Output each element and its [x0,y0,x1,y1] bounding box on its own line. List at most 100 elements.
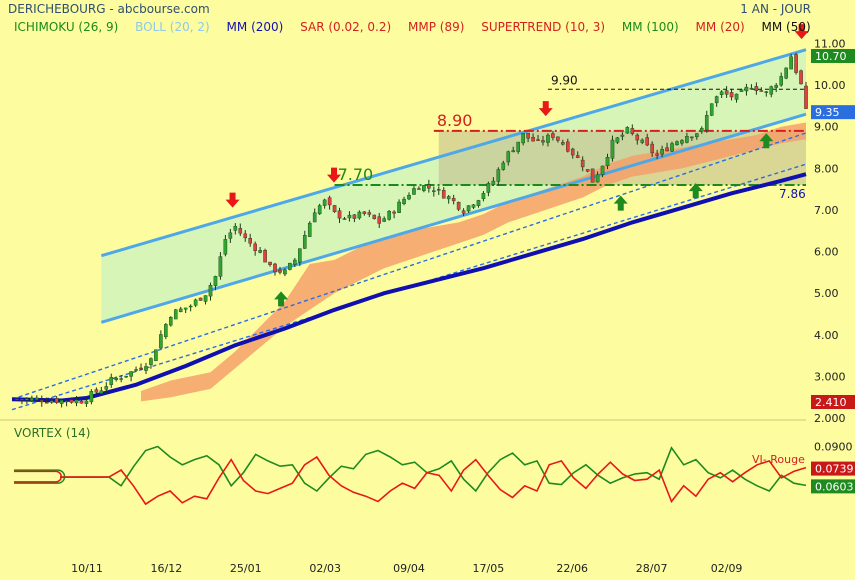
candle-body [714,96,719,104]
y-tick-label-3: 8.00 [814,162,839,175]
candle-body [302,235,307,249]
candle-body [645,137,649,146]
legend-mmp: MMP (89) [408,20,465,34]
x-tick-label-1: 16/12 [151,562,183,575]
buy-arrow-0 [274,291,289,307]
candle-body [168,317,173,326]
candle-body [397,201,401,213]
candle-body [134,369,138,371]
candle-body [114,377,119,380]
y-tick-label-0: 11.00 [814,38,846,51]
vi-minus-badge: 0.0739 [815,463,854,476]
candle-body [724,90,729,95]
candle-body [39,400,44,403]
candle-body [650,143,654,154]
y-tick-label-8: 3.000 [814,370,846,383]
buy-arrow-1 [613,195,628,211]
candle-body [178,308,183,312]
legend-supertrend: SUPERTREND (10, 3) [481,20,606,34]
candle-body [159,334,163,349]
candle-body [491,180,496,185]
vortex-series-0 [60,445,807,493]
candle-body [119,378,123,380]
legend-mm20: MM (20) [695,20,745,34]
candle-body [283,269,287,275]
vi-minus-label: VI- Rouge [752,453,805,466]
candle-body [183,307,188,310]
candle-body [54,398,59,403]
vortex-y-tick: 0.0900 [814,441,853,454]
candle-body [486,183,491,193]
candle-body [372,214,377,220]
x-tick-label-5: 17/05 [473,562,505,575]
candle-body [392,211,396,214]
vi-plus-badge: 0.0603 [815,480,854,493]
candle-body [754,86,759,91]
candle-body [630,128,635,134]
candle-body [129,371,133,377]
candle-body [104,386,109,390]
candle-body [625,127,630,134]
candle-body [337,210,342,219]
candle-body [248,238,253,244]
candle-body [273,263,277,273]
candle-body [89,391,94,403]
candle-body [704,115,709,131]
vi-plus-badge-bg [811,479,855,494]
candle-body [640,139,645,143]
candle-body [198,297,203,301]
candle-body [575,155,580,158]
candle-body [25,398,29,401]
vortex-start-red [14,470,62,483]
last-price-badge: 9.35 [815,106,840,119]
legend-mm100: MM (100) [621,20,679,34]
sell-arrow-1 [327,167,342,183]
candle-body [293,259,297,265]
candle-body [799,70,803,85]
candle-body [526,132,530,139]
candle-body [342,218,347,220]
candle-body [35,397,39,401]
legend-sar: SAR (0.02, 0.2) [300,20,392,34]
candle-body [238,228,243,234]
candle-body [74,399,79,404]
candle-body [729,92,734,98]
vortex-title: VORTEX (14) [14,426,91,440]
candle-body [322,199,327,206]
candle-body [719,91,724,95]
candle-body [382,218,386,222]
candle-body [203,295,208,302]
candle-body [680,140,684,144]
candle-body [352,214,357,219]
mm200-line [11,172,807,403]
candle-body [367,212,372,215]
x-tick-label-4: 09/04 [393,562,425,575]
buy-arrow-3 [759,133,774,149]
candle-body [600,165,605,175]
candle-body [556,136,560,141]
candle-body [446,196,451,200]
candle-body [79,400,84,404]
candle-body [387,210,391,220]
candle-body [44,402,49,404]
candle-body [417,188,421,190]
candle-body [699,128,704,132]
candle-body [541,140,545,143]
candle-body [561,142,565,145]
left-axis-value-badge: 2.410 [815,396,847,409]
candle-body [362,211,367,214]
candle-body [218,256,223,277]
candle-body [139,367,143,370]
candle-body [253,243,257,251]
y-tick-label-9: 2.000 [814,412,846,425]
candle-body [546,134,550,143]
candle-body [64,400,69,403]
x-tick-label-2: 25/01 [230,562,262,575]
last-price-badge-bg [811,105,855,120]
candle-body [670,143,674,152]
y-tick-label-6: 5.00 [814,287,839,300]
buy-arrow-2 [688,183,703,199]
candle-body [298,248,302,263]
candle-body [188,305,193,308]
